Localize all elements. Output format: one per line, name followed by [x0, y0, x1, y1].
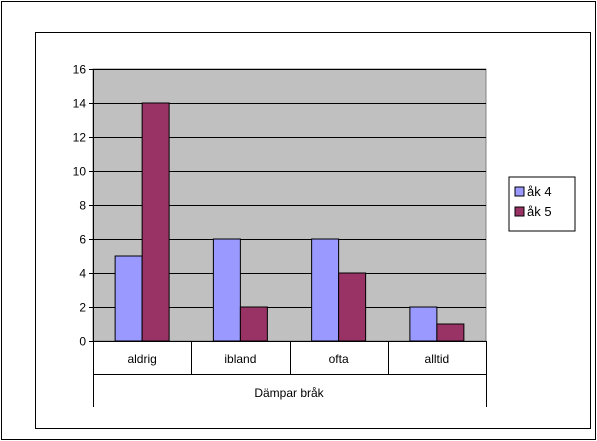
y-axis-ticks: 0 2 4 6 8 10 12 14 16: [73, 63, 93, 349]
bar-alltid-series-2: [436, 323, 465, 342]
legend-label-series-1: åk 4: [527, 184, 552, 199]
bar-aldrig-series-1: [114, 255, 143, 342]
legend-box: [508, 176, 576, 232]
legend-swatch-series-2: [514, 206, 525, 217]
y-tick-label: 16: [73, 63, 87, 77]
x-tick-label-ofta: ofta: [329, 352, 349, 366]
bar-alltid-series-1: [409, 306, 438, 342]
y-tick-label: 0: [79, 335, 86, 349]
x-axis-title: Dämpar bråk: [254, 386, 324, 400]
y-tick-label: 2: [79, 301, 86, 315]
legend-swatch-series-1: [514, 186, 525, 197]
y-tick-label: 14: [73, 97, 87, 111]
chart-area: 0 2 4 6 8 10 12 14 16 aldrig ibland ofta alltid Däm…: [35, 32, 591, 429]
y-tick-label: 12: [73, 131, 87, 145]
y-tick-label: 4: [79, 267, 86, 281]
y-tick-label: 8: [79, 199, 86, 213]
bar-aldrig-series-2: [141, 102, 170, 342]
x-tick-label-ibland: ibland: [224, 352, 256, 366]
y-tick-label: 10: [73, 165, 87, 179]
legend: åk 4 åk 5: [508, 176, 576, 232]
legend-label-series-2: åk 5: [527, 204, 552, 219]
x-axis-labels: aldrig ibland ofta alltid: [127, 352, 449, 366]
y-tick-label: 6: [79, 233, 86, 247]
x-tick-label-alltid: alltid: [425, 352, 450, 366]
bar-ofta-series-1: [311, 238, 340, 342]
axes: [93, 69, 487, 407]
bars: [114, 102, 465, 342]
x-tick-label-aldrig: aldrig: [127, 352, 156, 366]
bar-ibland-series-2: [239, 306, 268, 342]
bar-ibland-series-1: [212, 238, 241, 342]
bar-ofta-series-2: [338, 272, 367, 342]
bar-chart: 0 2 4 6 8 10 12 14 16 aldrig ibland ofta alltid Däm…: [73, 63, 576, 407]
